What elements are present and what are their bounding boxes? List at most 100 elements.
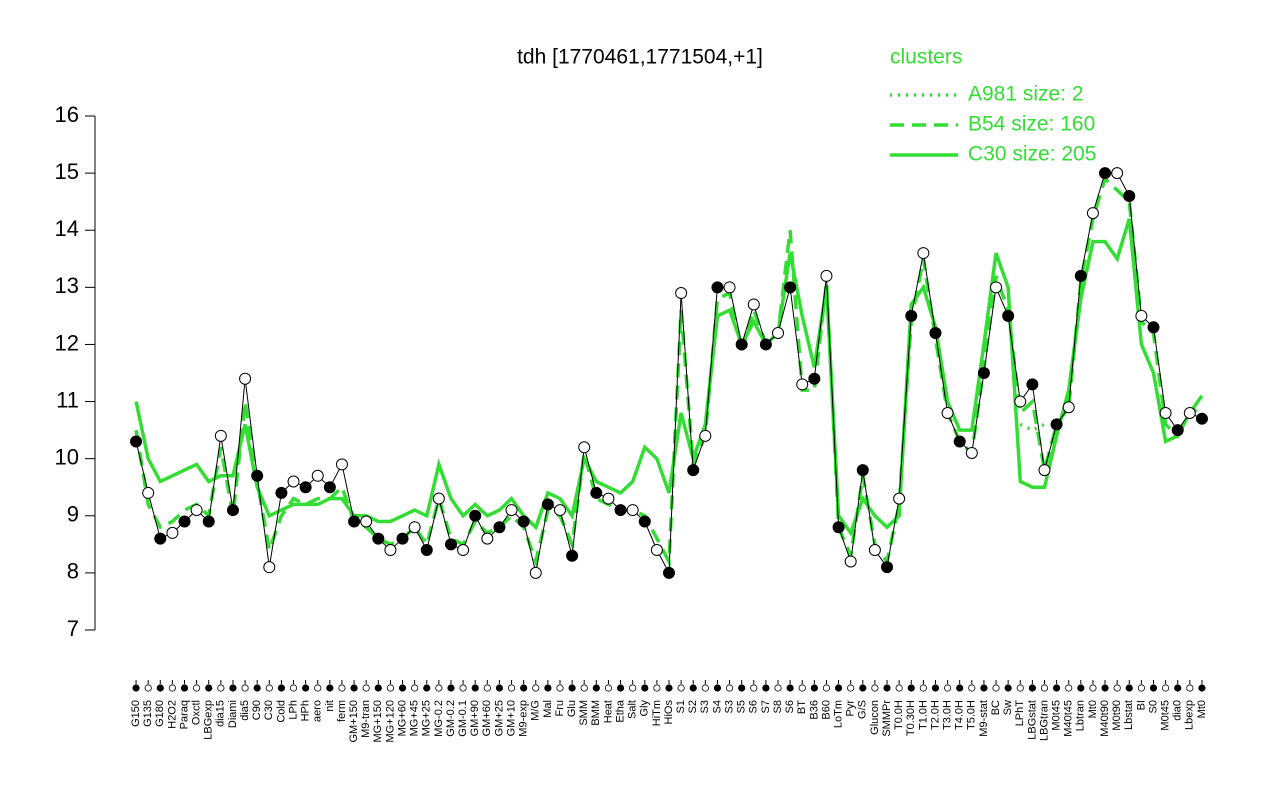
rug bbox=[144, 684, 152, 692]
x-tick-label: G180 bbox=[154, 700, 166, 727]
data-point bbox=[844, 555, 857, 568]
x-tick-label: S8 bbox=[772, 700, 784, 713]
rug bbox=[992, 684, 1000, 692]
x-tick-label: Glu bbox=[566, 700, 578, 717]
x-tick-label: S5 bbox=[736, 700, 748, 713]
rug bbox=[1016, 684, 1024, 692]
x-tick-label: S4 bbox=[711, 700, 723, 713]
data-point bbox=[1062, 401, 1075, 414]
data-point bbox=[481, 532, 494, 545]
rug bbox=[641, 684, 649, 692]
rug bbox=[156, 684, 164, 692]
data-point bbox=[348, 515, 361, 528]
rug bbox=[132, 684, 140, 692]
data-point bbox=[723, 281, 736, 294]
x-tick-label: S6 bbox=[748, 700, 760, 713]
x-tick-label: ferm bbox=[336, 700, 348, 722]
data-point bbox=[856, 464, 869, 477]
data-point bbox=[190, 504, 203, 517]
rug bbox=[750, 684, 758, 692]
data-point bbox=[202, 515, 215, 528]
data-point bbox=[868, 544, 881, 557]
data-point bbox=[372, 532, 385, 545]
x-tick-label: M9-exp bbox=[518, 700, 530, 737]
rug bbox=[834, 684, 843, 692]
rug bbox=[168, 684, 176, 692]
rug bbox=[1077, 684, 1085, 692]
x-tick-label: LPhT bbox=[1014, 700, 1026, 727]
data-point bbox=[759, 338, 772, 351]
data-point bbox=[505, 504, 518, 517]
x-tick-label: M0t90 bbox=[1111, 700, 1123, 731]
rug bbox=[1137, 684, 1145, 692]
data-point bbox=[214, 429, 227, 442]
x-tick-label: Paraq bbox=[178, 700, 190, 729]
rug bbox=[774, 684, 782, 692]
x-tick-label: GM+150 bbox=[348, 700, 360, 743]
data-point bbox=[820, 269, 833, 282]
data-point bbox=[154, 532, 167, 545]
data-point bbox=[784, 281, 797, 294]
rug bbox=[713, 684, 722, 692]
rug bbox=[1113, 684, 1121, 692]
rug bbox=[435, 684, 443, 692]
rug bbox=[1052, 684, 1061, 692]
rug bbox=[810, 684, 818, 692]
rug bbox=[338, 684, 346, 692]
rug bbox=[822, 684, 831, 692]
data-point bbox=[796, 378, 809, 391]
rug bbox=[859, 684, 867, 692]
x-tick-label: H2O2 bbox=[166, 700, 178, 729]
rug bbox=[907, 684, 915, 692]
x-tick-label: HPh bbox=[300, 700, 312, 721]
rug bbox=[1040, 684, 1049, 692]
x-tick-label: G/S bbox=[857, 700, 869, 719]
rug bbox=[738, 684, 746, 692]
data-point bbox=[566, 549, 579, 562]
data-point bbox=[1086, 207, 1099, 220]
x-tick-label: BMM bbox=[590, 700, 602, 726]
data-point bbox=[396, 532, 409, 545]
data-point bbox=[166, 526, 179, 539]
data-point bbox=[905, 309, 918, 322]
data-point bbox=[772, 327, 785, 340]
rug bbox=[277, 684, 286, 692]
rug bbox=[604, 684, 613, 692]
data-point bbox=[323, 481, 336, 494]
rug bbox=[592, 684, 600, 692]
rug bbox=[520, 684, 528, 692]
data-point bbox=[275, 486, 288, 499]
x-tick-label: S1 bbox=[675, 700, 687, 713]
rug bbox=[229, 684, 237, 692]
x-tick-label: S0 bbox=[1147, 700, 1159, 713]
rug bbox=[1101, 684, 1109, 692]
rug bbox=[616, 684, 625, 692]
y-tick-label: 12 bbox=[55, 330, 79, 355]
data-point bbox=[881, 561, 894, 574]
rug bbox=[762, 684, 770, 692]
data-point bbox=[226, 504, 239, 517]
x-tick-label: dia5 bbox=[239, 700, 251, 721]
x-tick-label: G135 bbox=[142, 700, 154, 727]
x-tick-label: M9-tran bbox=[360, 700, 372, 738]
x-tick-label: dia15 bbox=[215, 700, 227, 727]
data-point bbox=[287, 475, 300, 488]
x-tick-label: MG-0.2 bbox=[433, 700, 445, 737]
y-tick-label: 8 bbox=[67, 559, 79, 584]
rug bbox=[725, 684, 734, 692]
rug bbox=[265, 684, 273, 692]
y-tick-label: 9 bbox=[67, 502, 79, 527]
rug bbox=[556, 684, 564, 692]
y-tick-label: 15 bbox=[55, 159, 79, 184]
x-tick-label: T2.0H bbox=[929, 700, 941, 730]
data-point bbox=[602, 492, 615, 505]
data-point bbox=[977, 367, 990, 379]
data-point bbox=[929, 327, 942, 340]
x-tick-label: Salt bbox=[627, 700, 639, 719]
data-point bbox=[953, 435, 966, 448]
x-tick-label: LBGtran bbox=[1038, 700, 1050, 741]
rug bbox=[919, 684, 927, 692]
data-point bbox=[1171, 424, 1184, 437]
rug bbox=[423, 684, 431, 692]
